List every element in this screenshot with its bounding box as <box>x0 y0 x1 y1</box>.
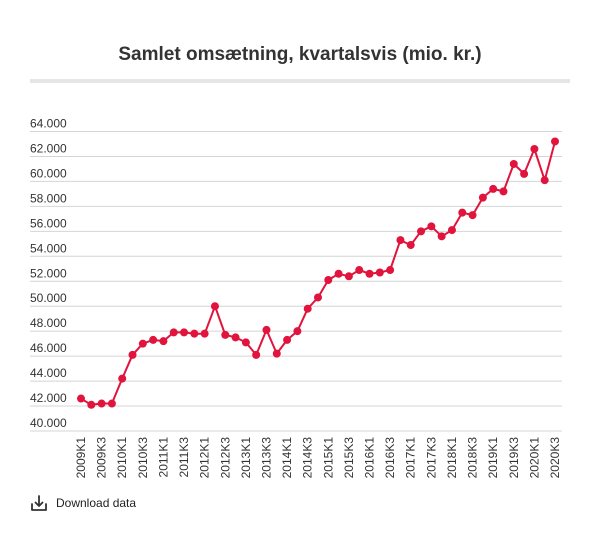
data-point <box>324 276 333 285</box>
x-tick-label: 2015K3 <box>342 437 356 479</box>
data-point <box>386 266 395 275</box>
x-tick-label: 2019K3 <box>507 437 521 479</box>
data-point <box>551 137 559 146</box>
data-point <box>262 325 271 334</box>
data-point <box>427 222 436 231</box>
x-tick-label: 2016K1 <box>363 437 377 479</box>
x-tick-label: 2009K1 <box>74 437 88 479</box>
y-tick-label: 56.000 <box>30 216 67 230</box>
data-point <box>303 304 312 313</box>
x-tick-label: 2011K1 <box>156 437 170 478</box>
data-point <box>200 329 209 338</box>
data-point <box>375 268 384 277</box>
data-point <box>540 176 549 185</box>
x-tick-label: 2017K1 <box>404 437 418 479</box>
x-tick-label: 2013K1 <box>239 437 253 479</box>
data-point <box>499 187 508 196</box>
data-point <box>478 193 487 202</box>
data-point <box>77 394 85 403</box>
x-tick-label: 2012K1 <box>198 437 212 479</box>
data-point <box>355 266 364 275</box>
data-point <box>210 302 219 311</box>
download-icon <box>31 495 47 511</box>
download-data-label: Download data <box>56 496 137 510</box>
chart-title: Samlet omsætning, kvartalsvis (mio. kr.) <box>118 44 482 65</box>
data-point <box>447 226 456 235</box>
y-tick-label: 48.000 <box>30 316 67 330</box>
x-tick-label: 2010K1 <box>115 437 129 479</box>
data-point <box>417 227 426 236</box>
data-point <box>509 159 518 168</box>
data-point <box>437 232 446 241</box>
x-tick-label: 2018K3 <box>466 437 480 479</box>
data-point <box>489 184 498 193</box>
data-point <box>190 329 199 338</box>
y-tick-label: 46.000 <box>30 341 67 355</box>
x-tick-label: 2020K1 <box>527 437 541 479</box>
data-point <box>365 269 374 278</box>
data-point <box>406 241 415 250</box>
data-point <box>520 169 529 178</box>
data-point <box>180 328 189 337</box>
data-point <box>128 350 137 359</box>
y-tick-label: 62.000 <box>30 141 67 155</box>
data-point <box>283 335 292 344</box>
data-point <box>169 328 178 337</box>
x-tick-label: 2013K3 <box>259 437 273 479</box>
data-point <box>97 399 106 408</box>
y-tick-label: 40.000 <box>30 416 67 430</box>
x-tick-label: 2020K3 <box>548 437 562 479</box>
data-point <box>149 335 158 344</box>
x-tick-label: 2015K1 <box>321 437 335 479</box>
data-point <box>344 272 353 281</box>
x-tick-label: 2012K3 <box>218 437 232 479</box>
download-data-button[interactable]: Download data <box>30 494 136 512</box>
x-tick-label: 2009K3 <box>95 437 109 479</box>
data-point <box>458 208 467 217</box>
data-point <box>530 144 539 153</box>
x-tick-label: 2019K1 <box>486 437 500 479</box>
x-tick-label: 2011K3 <box>177 437 191 478</box>
y-tick-label: 42.000 <box>30 391 67 405</box>
y-tick-label: 54.000 <box>30 241 67 255</box>
x-tick-label: 2018K1 <box>445 437 459 479</box>
data-point <box>159 337 168 346</box>
data-point <box>241 338 250 347</box>
y-tick-label: 58.000 <box>30 191 67 205</box>
data-point <box>293 327 302 336</box>
data-point <box>314 293 322 302</box>
x-tick-label: 2016K3 <box>383 437 397 479</box>
y-tick-label: 44.000 <box>30 366 67 380</box>
data-point <box>87 400 96 409</box>
data-point <box>107 399 116 408</box>
data-point <box>118 374 127 383</box>
data-point <box>221 330 230 339</box>
y-tick-label: 52.000 <box>30 266 67 280</box>
x-tick-label: 2014K1 <box>280 437 294 479</box>
data-point <box>396 236 405 245</box>
title-divider <box>30 79 570 83</box>
x-tick-label: 2017K3 <box>424 437 438 479</box>
data-point <box>334 269 343 278</box>
x-tick-label: 2014K3 <box>301 437 315 479</box>
data-point <box>138 339 147 348</box>
data-point <box>272 349 281 358</box>
y-tick-label: 60.000 <box>30 166 67 180</box>
y-tick-label: 64.000 <box>30 117 67 131</box>
data-point <box>252 350 261 359</box>
data-point <box>231 333 240 342</box>
x-tick-label: 2010K3 <box>136 437 150 479</box>
data-point <box>468 211 477 220</box>
y-tick-label: 50.000 <box>30 291 67 305</box>
